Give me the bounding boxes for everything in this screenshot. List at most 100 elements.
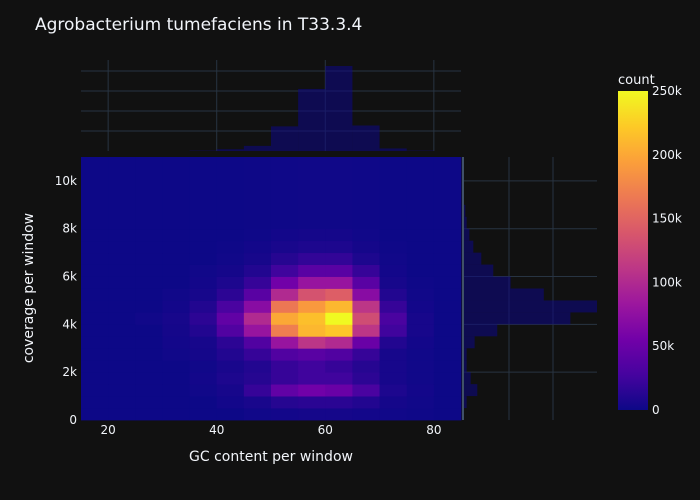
heatmap-cell [81, 288, 109, 301]
x-marginal-bar [379, 148, 407, 151]
heatmap-cell [352, 324, 380, 337]
heatmap-cell [189, 336, 218, 349]
heatmap-cell [162, 157, 190, 230]
y-tick-label: 10k [55, 174, 77, 188]
heatmap-cell [298, 348, 326, 361]
heatmap-cell [352, 288, 380, 301]
heatmap-cell [379, 408, 408, 421]
heatmap-cell [352, 348, 380, 361]
heatmap-cell [216, 300, 245, 313]
heatmap-cell [108, 276, 136, 289]
heatmap-cell [298, 408, 326, 421]
heatmap-cell [406, 264, 435, 277]
heatmap-cell [216, 360, 245, 373]
heatmap-cell [379, 157, 408, 230]
heatmap-cell [433, 276, 462, 289]
heatmap-cell [135, 228, 163, 242]
heatmap-cell [216, 240, 245, 254]
heatmap-cell [406, 324, 435, 337]
heatmap-cell [135, 336, 163, 349]
heatmap-cell [352, 408, 380, 421]
heatmap-cell [298, 312, 326, 325]
heatmap-cell [81, 324, 109, 337]
heatmap-cell [379, 228, 408, 242]
heatmap-cell [379, 348, 408, 361]
heatmap-cell [162, 360, 190, 373]
heatmap-cell [406, 396, 435, 409]
heatmap-cell [352, 252, 380, 265]
heatmap [81, 157, 462, 421]
heatmap-cell [81, 372, 109, 385]
heatmap-cell [108, 228, 136, 242]
heatmap-cell [352, 312, 380, 325]
heatmap-cell [243, 336, 272, 349]
heatmap-cell [433, 288, 462, 301]
heatmap-cell [108, 348, 136, 361]
heatmap-cell [108, 408, 136, 421]
heatmap-cell [216, 228, 245, 242]
heatmap-cell [135, 312, 163, 325]
heatmap-cell [325, 336, 353, 349]
heatmap-cell [271, 396, 299, 409]
y-tick-label: 2k [62, 365, 77, 379]
heatmap-cell [325, 276, 353, 289]
heatmap-cell [81, 240, 109, 254]
heatmap-cell [406, 240, 435, 254]
colorbar-tick-label: 0 [652, 403, 660, 417]
y-marginal-bar [464, 252, 482, 265]
heatmap-cell [379, 396, 408, 409]
heatmap-cell [189, 276, 218, 289]
heatmap-cell [271, 312, 299, 325]
heatmap-cell [379, 324, 408, 337]
heatmap-cell [352, 384, 380, 397]
heatmap-cell [379, 360, 408, 373]
heatmap-cell [81, 157, 109, 230]
heatmap-cell [379, 312, 408, 325]
y-marginal-histogram [462, 157, 597, 420]
heatmap-cell [162, 372, 190, 385]
x-tick-label: 20 [101, 423, 116, 437]
heatmap-cell [162, 348, 190, 361]
heatmap-cell [135, 396, 163, 409]
heatmap-cell [406, 348, 435, 361]
x-marginal-bar [352, 125, 380, 151]
y-marginal-bar [464, 372, 471, 385]
heatmap-cell [189, 288, 218, 301]
heatmap-cell [352, 396, 380, 409]
heatmap-cell [298, 157, 326, 230]
heatmap-cell [243, 157, 272, 230]
heatmap-cell [325, 408, 353, 421]
heatmap-cell [216, 372, 245, 385]
heatmap-cell [81, 276, 109, 289]
x-axis: 20 40 60 80 [101, 423, 442, 437]
heatmap-cell [216, 348, 245, 361]
heatmap-cell [162, 324, 190, 337]
heatmap-cell [379, 300, 408, 313]
heatmap-cell [81, 228, 109, 242]
heatmap-cell [81, 264, 109, 277]
heatmap-cell [243, 300, 272, 313]
heatmap-cell [162, 384, 190, 397]
y-marginal-bar [464, 276, 511, 289]
y-marginal-bar [464, 396, 467, 409]
heatmap-cell [433, 348, 462, 361]
heatmap-cell [433, 252, 462, 265]
y-tick-label: 4k [62, 317, 77, 331]
heatmap-cell [216, 336, 245, 349]
heatmap-cell [135, 408, 163, 421]
heatmap-cell [108, 336, 136, 349]
heatmap-cell [433, 336, 462, 349]
heatmap-cell [243, 324, 272, 337]
heatmap-cell [379, 252, 408, 265]
heatmap-cell [433, 240, 462, 254]
heatmap-cell [298, 324, 326, 337]
y-axis-label: coverage per window [21, 213, 37, 363]
heatmap-cell [81, 408, 109, 421]
heatmap-cell [162, 300, 190, 313]
heatmap-cell [325, 264, 353, 277]
heatmap-cell [433, 312, 462, 325]
y-marginal-bar [464, 204, 466, 217]
heatmap-cell [243, 240, 272, 254]
heatmap-cell [135, 324, 163, 337]
heatmap-cell [162, 336, 190, 349]
